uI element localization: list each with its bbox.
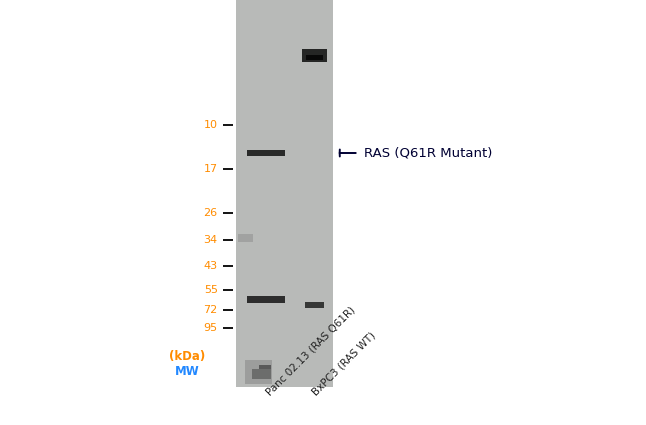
Text: 26: 26 xyxy=(203,207,218,218)
Bar xyxy=(247,150,285,156)
Text: 95: 95 xyxy=(203,323,218,333)
Text: RAS (Q61R Mutant): RAS (Q61R Mutant) xyxy=(364,147,492,159)
Bar xyxy=(252,369,271,380)
Text: 43: 43 xyxy=(203,261,218,271)
Bar xyxy=(305,303,324,308)
Bar xyxy=(247,296,285,303)
Bar xyxy=(236,0,333,387)
Bar xyxy=(306,55,323,60)
Text: 55: 55 xyxy=(203,285,218,295)
Text: 34: 34 xyxy=(203,235,218,245)
Text: Panc 02.13 (RAS Q61R): Panc 02.13 (RAS Q61R) xyxy=(264,305,357,397)
Bar xyxy=(238,234,253,242)
Text: BxPC3 (RAS WT): BxPC3 (RAS WT) xyxy=(311,330,378,397)
Bar xyxy=(259,365,271,369)
Bar xyxy=(245,360,272,383)
Text: 10: 10 xyxy=(203,120,218,130)
Text: 17: 17 xyxy=(203,164,218,174)
Bar xyxy=(302,49,327,62)
Text: (kDa): (kDa) xyxy=(169,350,205,363)
Text: 72: 72 xyxy=(203,305,218,315)
Text: MW: MW xyxy=(175,366,200,378)
